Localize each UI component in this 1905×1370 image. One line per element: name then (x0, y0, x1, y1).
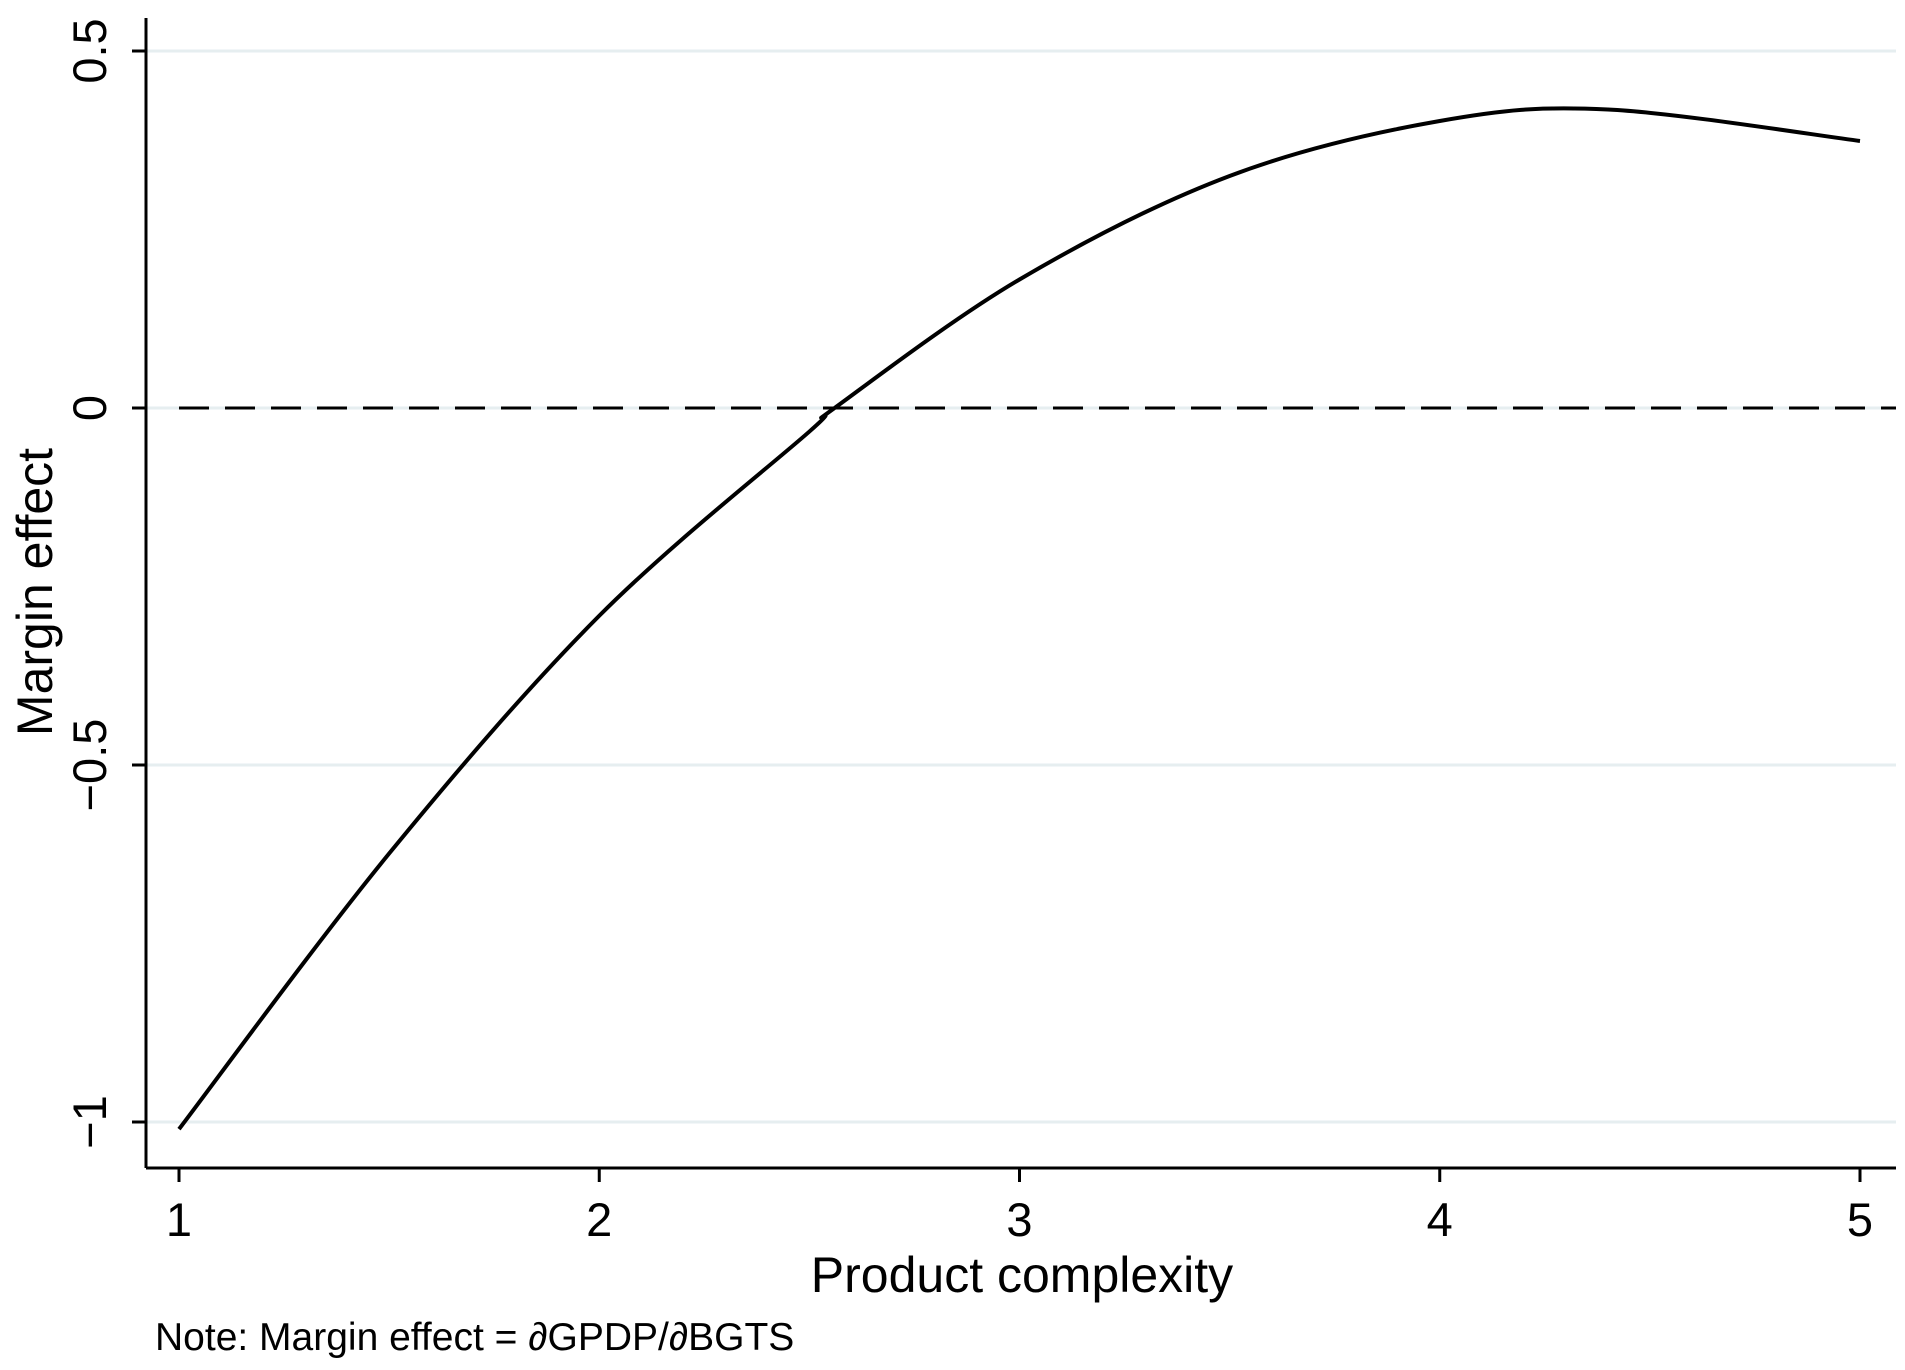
y-axis-title: Margin effect (7, 448, 63, 736)
series-layer (177, 106, 1861, 1131)
x-tick-label: 5 (1847, 1193, 1873, 1246)
y-tick-label: 0.5 (63, 18, 116, 83)
x-axis-title: Product complexity (811, 1247, 1233, 1303)
chart-note: Note: Margin effect = ∂GPDP/∂BGTS (155, 1316, 795, 1359)
x-tick-label: 1 (166, 1193, 192, 1246)
y-tick-label: −0.5 (63, 719, 116, 812)
tick-layer: 1 2 3 4 5 −1 −0.5 0 0.5 (63, 18, 1873, 1246)
y-tick-label: 0 (63, 395, 116, 421)
x-tick-label: 2 (586, 1193, 612, 1246)
x-tick-label: 4 (1427, 1193, 1453, 1246)
series-line-0 (177, 106, 1861, 1131)
grid-lines (146, 49, 1896, 1124)
y-tick-label: −1 (63, 1095, 116, 1149)
axes (144, 18, 1896, 1170)
x-tick-label: 3 (1006, 1193, 1032, 1246)
